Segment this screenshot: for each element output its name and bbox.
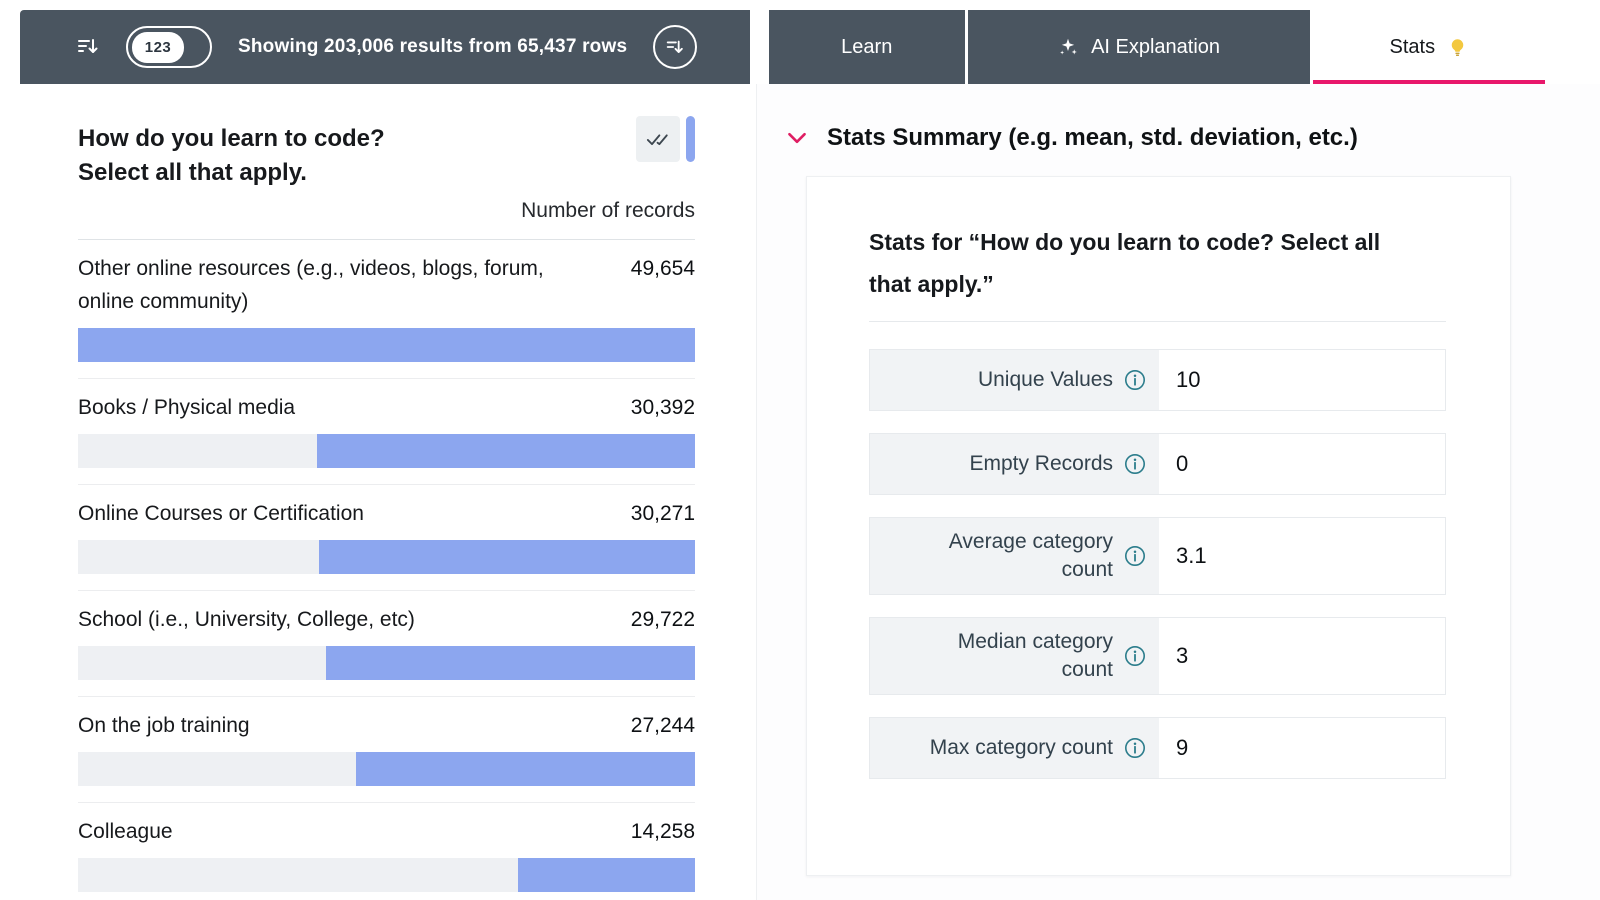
results-count-text: Showing 203,006 results from 65,437 rows	[238, 36, 628, 57]
stat-label-cell: Max category count	[870, 718, 1159, 778]
stat-value: 9	[1176, 735, 1189, 760]
stat-label: Empty Records	[969, 452, 1113, 475]
stat-label-cell: Median category count	[870, 618, 1159, 694]
bar-track	[78, 858, 695, 892]
bar-value: 30,392	[630, 396, 695, 419]
bar-row[interactable]: Colleague 14,258	[78, 802, 695, 900]
info-icon[interactable]	[1124, 737, 1146, 759]
chart-title-line-1: How do you learn to code?	[78, 125, 385, 152]
bar-row[interactable]: Online Courses or Certification 30,271	[78, 484, 695, 590]
bar-value: 29,722	[630, 608, 695, 631]
info-icon[interactable]	[1124, 369, 1146, 391]
stats-card-title: Stats for “How do you learn to code? Sel…	[869, 221, 1446, 305]
bar-row[interactable]: Books / Physical media 30,392	[78, 378, 695, 484]
stats-card-title-line-1: Stats for “How do you learn to code? Sel…	[869, 229, 1381, 255]
card-divider	[869, 321, 1446, 322]
info-icon[interactable]	[1124, 545, 1146, 567]
bar-row[interactable]: On the job training 27,244	[78, 696, 695, 802]
bar-track	[78, 328, 695, 362]
stats-panel: Stats Summary (e.g. mean, std. deviation…	[756, 84, 1600, 900]
bar-value: 27,244	[630, 714, 695, 737]
stat-label: Max category count	[929, 736, 1113, 759]
bar-fill	[317, 434, 695, 468]
tab-learn-label: Learn	[841, 35, 893, 58]
bar-fill	[356, 752, 695, 786]
bar-label: Other online resources (e.g., videos, bl…	[78, 257, 544, 313]
lightbulb-icon	[1447, 37, 1468, 58]
bar-chart: Other online resources (e.g., videos, bl…	[78, 240, 695, 900]
bar-fill	[78, 328, 695, 362]
topbar: 123 Showing 203,006 results from 65,437 …	[20, 10, 1546, 84]
stat-value: 10	[1176, 367, 1201, 392]
chevron-down-icon[interactable]	[784, 125, 810, 151]
stat-row: Empty Records 0	[869, 433, 1446, 495]
scrollbar-thumb[interactable]	[686, 116, 695, 162]
tab-learn[interactable]: Learn	[769, 10, 965, 84]
stat-row: Average category count 3.1	[869, 517, 1446, 595]
value-axis-label: Number of records	[521, 199, 695, 222]
stat-row: Max category count 9	[869, 717, 1446, 779]
numeric-format-toggle[interactable]: 123	[126, 26, 212, 68]
info-icon[interactable]	[1124, 453, 1146, 475]
tab-ai-explanation[interactable]: AI Explanation	[967, 10, 1310, 84]
stat-label-cell: Average category count	[870, 518, 1159, 594]
bar-track	[78, 540, 695, 574]
chart-controls	[636, 116, 695, 162]
tab-ai-explanation-label: AI Explanation	[1091, 35, 1221, 58]
numeric-format-label: 123	[132, 31, 184, 63]
bar-track	[78, 646, 695, 680]
stat-value: 0	[1176, 451, 1189, 476]
stat-row: Unique Values 10	[869, 349, 1446, 411]
results-toolbar: 123 Showing 203,006 results from 65,437 …	[20, 10, 750, 84]
sparkles-icon	[1057, 36, 1079, 58]
tab-stats-label: Stats	[1389, 35, 1436, 58]
stat-label: Median category count	[957, 630, 1113, 681]
chart-title-line-2: Select all that apply.	[78, 159, 307, 186]
bar-row[interactable]: Other online resources (e.g., videos, bl…	[78, 240, 695, 378]
bar-fill	[517, 858, 695, 892]
stat-label-cell: Unique Values	[870, 350, 1159, 410]
bar-label: Colleague	[78, 820, 173, 843]
bar-value: 14,258	[630, 820, 695, 843]
bar-track	[78, 752, 695, 786]
bar-label: Books / Physical media	[78, 396, 296, 419]
chart-title: How do you learn to code? Select all tha…	[78, 122, 498, 190]
sort-icon[interactable]	[76, 35, 100, 59]
stat-label: Average category count	[948, 530, 1113, 581]
stats-card-title-line-2: that apply.”	[869, 271, 994, 297]
bar-track	[78, 434, 695, 468]
stat-value: 3.1	[1176, 543, 1207, 568]
bar-fill	[325, 646, 695, 680]
stat-row: Median category count 3	[869, 617, 1446, 695]
bar-label: On the job training	[78, 714, 250, 737]
stat-value: 3	[1176, 643, 1189, 668]
tab-stats[interactable]: Stats	[1312, 10, 1546, 84]
bar-value: 30,271	[630, 502, 695, 525]
stat-label: Unique Values	[977, 368, 1113, 391]
bar-label: School (i.e., University, College, etc)	[78, 608, 415, 631]
chart-panel: How do you learn to code? Select all tha…	[20, 84, 756, 900]
info-icon[interactable]	[1124, 645, 1146, 667]
bar-fill	[318, 540, 695, 574]
stats-summary-title: Stats Summary (e.g. mean, std. deviation…	[827, 124, 1358, 151]
stats-card: Stats for “How do you learn to code? Sel…	[806, 176, 1511, 876]
bar-value: 49,654	[630, 257, 695, 280]
chart-header: How do you learn to code? Select all tha…	[78, 84, 695, 240]
stat-rows: Unique Values 10 Empty Records	[869, 349, 1446, 779]
stat-label-cell: Empty Records	[870, 434, 1159, 494]
sort-circle-button[interactable]	[653, 25, 698, 69]
bar-label: Online Courses or Certification	[78, 502, 364, 525]
select-all-button[interactable]	[636, 116, 680, 162]
stats-summary-header: Stats Summary (e.g. mean, std. deviation…	[784, 124, 1600, 152]
bar-row[interactable]: School (i.e., University, College, etc) …	[78, 590, 695, 696]
